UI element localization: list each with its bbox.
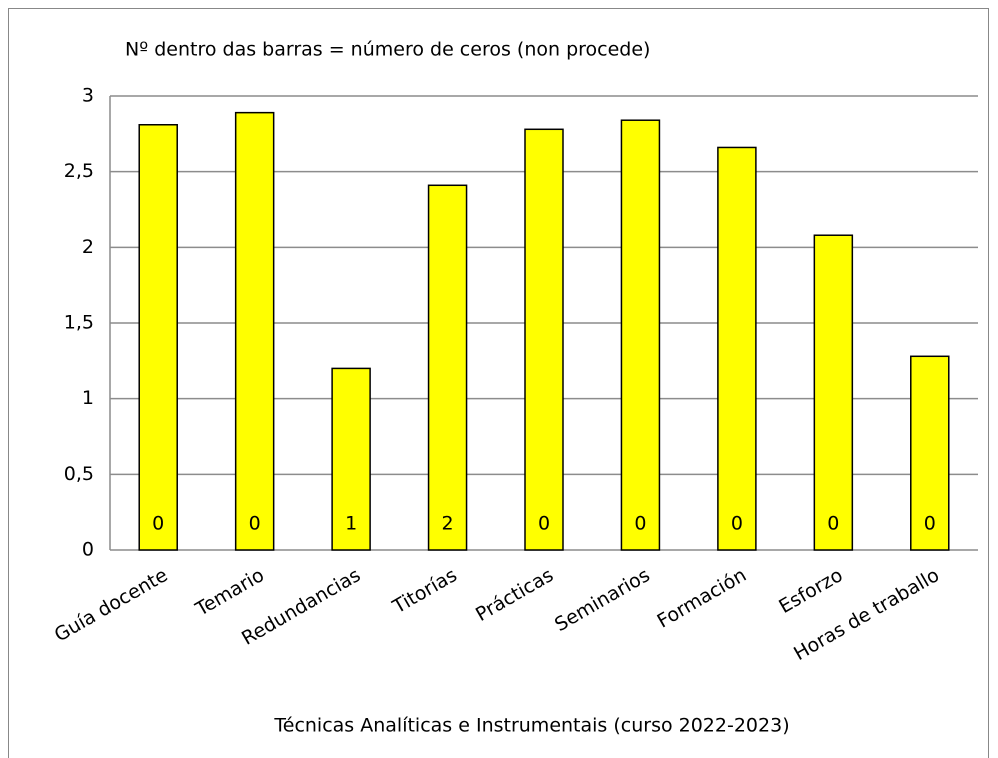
y-tick-label: 3 bbox=[82, 85, 94, 107]
x-tick-label: Prácticas bbox=[472, 564, 557, 626]
x-axis-title: Técnicas Analíticas e Instrumentais (cur… bbox=[273, 715, 789, 737]
y-tick-label: 1 bbox=[82, 387, 94, 409]
bar-annotation: 1 bbox=[345, 513, 357, 535]
x-tick-label: Formación bbox=[653, 564, 750, 633]
bar bbox=[813, 234, 854, 551]
y-tick-label: 0,5 bbox=[64, 463, 94, 485]
x-tick-label: Guía docente bbox=[51, 564, 172, 646]
bar-annotation: 0 bbox=[731, 513, 743, 535]
x-tick-label: Seminarios bbox=[551, 564, 654, 636]
y-tick-label: 2,5 bbox=[64, 160, 94, 182]
bar bbox=[717, 146, 757, 551]
bar-annotation: 0 bbox=[249, 513, 261, 535]
x-tick-label: Temario bbox=[191, 564, 268, 621]
y-tick-label: 1,5 bbox=[64, 312, 94, 334]
bar bbox=[620, 119, 661, 551]
x-tick-label: Esforzo bbox=[775, 564, 846, 618]
bar bbox=[524, 128, 564, 551]
bar-annotation: 0 bbox=[538, 513, 550, 535]
bar-annotation: 0 bbox=[924, 513, 936, 535]
bar bbox=[910, 355, 950, 551]
bar-annotation: 2 bbox=[442, 513, 454, 535]
bar-annotation: 0 bbox=[152, 513, 164, 535]
bar-annotation: 0 bbox=[827, 513, 839, 535]
bar bbox=[427, 184, 468, 551]
chart-frame bbox=[8, 8, 989, 758]
y-tick-label: 2 bbox=[82, 236, 94, 258]
bar-annotation: 0 bbox=[634, 513, 646, 535]
bar bbox=[331, 367, 371, 551]
bar bbox=[138, 124, 178, 551]
x-tick-label: Titorías bbox=[388, 564, 461, 619]
y-tick-label: 0 bbox=[82, 539, 94, 561]
chart-title: Nº dentro das barras = número de ceros (… bbox=[125, 39, 650, 61]
bar bbox=[234, 111, 275, 551]
